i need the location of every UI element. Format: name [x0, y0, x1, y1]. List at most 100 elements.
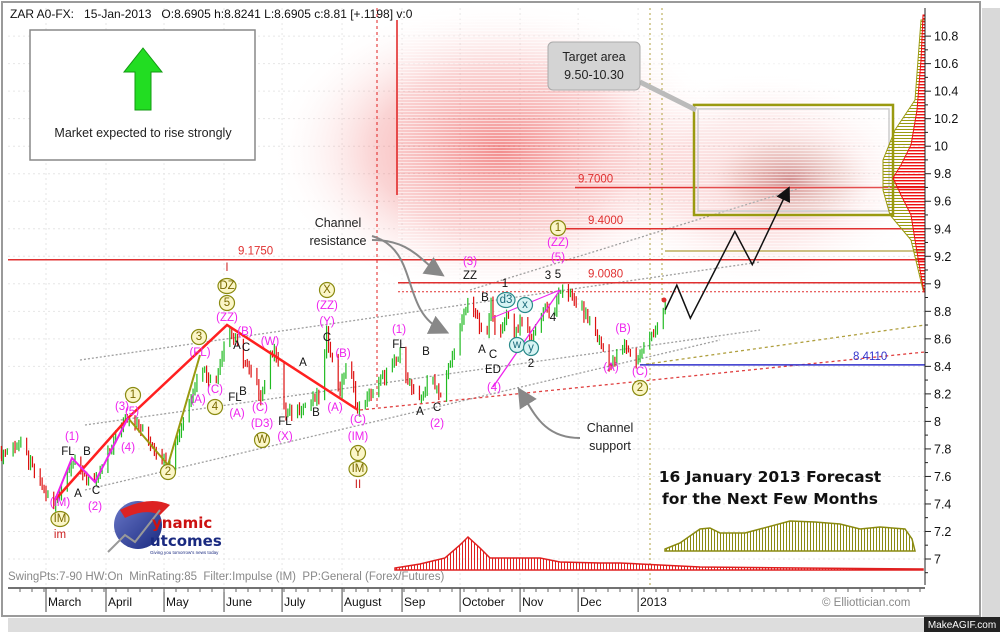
wave-label-circle	[253, 431, 271, 449]
watermark: MakeAGIF.com	[928, 620, 996, 631]
x-month-label: June	[226, 595, 252, 609]
wave-label: W	[257, 434, 268, 446]
wave-label: y	[528, 342, 534, 354]
wave-label: (ZZ)	[216, 312, 238, 324]
x-month-label: October	[462, 595, 505, 609]
level-label: 9.4000	[588, 215, 623, 227]
wave-label: w	[512, 339, 522, 351]
wave-label: (ZZ)	[547, 237, 569, 249]
y-tick-label: 8	[934, 415, 941, 429]
channel-line	[84, 339, 721, 491]
wave-label: II	[355, 479, 361, 491]
wave-label: I	[225, 262, 228, 274]
channel-line	[84, 329, 761, 426]
wave-label: (A)	[190, 394, 206, 406]
header-quote: ZAR A0-FX: 15-Jan-2013 O:8.6905 h:8.8241…	[10, 7, 413, 21]
wave-label: (2)	[88, 501, 102, 513]
axes: 7 7.2 7.4 7.6 7.8 8 8.2 8.4 8.6 8.8 9 9.2 9.4 9.6 9.8 1…	[8, 8, 958, 612]
y-tick-label: 10.2	[934, 112, 958, 126]
wave-label-circle	[549, 219, 567, 237]
wave-label: A	[233, 340, 241, 352]
y-tick-label: 7.6	[934, 470, 951, 484]
wave-label: (ZZ)	[316, 300, 338, 312]
wave-line-red	[54, 323, 359, 501]
wave-label: (X)	[277, 431, 293, 443]
level-label: 9.1750	[238, 246, 273, 258]
logo-text-bottom: utcomes	[150, 532, 222, 550]
y-tick-label: 9.6	[934, 195, 951, 209]
x-month-label: April	[108, 595, 132, 609]
wave-label-circle	[631, 379, 649, 397]
y-tick-label: 8.8	[934, 305, 951, 319]
wave-label-circle	[522, 339, 540, 357]
wave-label: (1)	[65, 431, 79, 443]
target-callout-connector	[638, 79, 698, 113]
wave-label: 1	[130, 389, 136, 401]
wave-label-circle	[217, 277, 237, 295]
volume-profile-olive	[664, 520, 916, 552]
x-month-label: August	[344, 595, 382, 609]
wave-label: FL	[61, 446, 75, 458]
target-callout: Target area 9.50-10.30	[547, 41, 698, 113]
wave-label: (D3)	[251, 418, 274, 430]
wave-label: (5)	[551, 252, 565, 264]
wave-label: 1	[502, 278, 508, 290]
forecast-title-line2: for the Next Few Months	[662, 490, 878, 508]
level-label: 8.4110	[853, 351, 887, 363]
wave-label: FL	[228, 392, 242, 404]
wave-label: 1	[555, 222, 561, 234]
wave-label: C	[489, 349, 497, 361]
x-month-label: Dec	[580, 595, 601, 609]
wave-label: (4)	[121, 442, 135, 454]
wave-labels: (1)FL BA C(2)(IM)IMim(3)(5)1(4)23(FL)(A)(C…	[50, 219, 649, 541]
y-tick-label: 8.4	[934, 360, 951, 374]
wave-label: (FL)	[189, 347, 210, 359]
wave-label: d3	[500, 294, 513, 306]
y-tick-label: 7	[934, 553, 941, 567]
cloud-stripes	[398, 15, 923, 295]
y-tick-label: 9.2	[934, 250, 951, 264]
frame-shadow-right	[982, 8, 1000, 632]
wave-label: (4)	[487, 382, 501, 394]
wave-label: A	[416, 406, 424, 418]
wave-label: Y	[354, 447, 362, 459]
wave-label: FL	[392, 339, 406, 351]
wave-label: (A)	[603, 362, 619, 374]
dynamic-outcomes-logo: ynamic utcomes Giving you tomorrow's new…	[107, 501, 222, 555]
wave-label: A	[74, 488, 82, 500]
y-tick-label: 7.8	[934, 442, 951, 456]
wave-label-circle	[349, 444, 367, 462]
wave-label: (B)	[335, 348, 351, 360]
wave-label-circle	[159, 463, 177, 481]
wave-label: (IM)	[50, 497, 71, 509]
x-month-label: July	[284, 595, 305, 609]
wave-label: IM	[54, 513, 67, 525]
wave-label: B	[239, 386, 247, 398]
overlay-lines: 9.1750 9.0080 9.4000 9.7000 8.4110	[8, 8, 926, 585]
channel-support-line1: Channel	[587, 421, 634, 435]
wave-label: FL	[278, 416, 292, 428]
watermark-bg	[924, 617, 1000, 632]
wave-label-circle	[206, 398, 224, 416]
swing-settings: SwingPts:7-90 HW:On MinRating:85 Filter:…	[8, 571, 444, 583]
wave-label: (3)	[115, 401, 129, 413]
x-month-label: Nov	[522, 595, 543, 609]
wave-label: (C)	[252, 402, 268, 414]
channel-support-line2: support	[589, 439, 631, 453]
wave-label: B	[481, 292, 489, 304]
wave-label: (C)	[350, 414, 366, 426]
support-arrow	[517, 387, 581, 439]
wave-label: C	[323, 332, 331, 344]
y-tick-label: 7.4	[934, 497, 951, 511]
wave-label: (C)	[207, 384, 223, 396]
wave-label: B	[312, 407, 320, 419]
wave-label: A	[299, 357, 307, 369]
frame-shadow-bottom	[8, 618, 1000, 632]
channel-resistance-callout: Channel resistance	[310, 216, 450, 334]
wave-label: im	[54, 529, 66, 541]
x-month-label: 2013	[640, 595, 667, 609]
channel-line	[79, 261, 761, 361]
level-label: 9.7000	[578, 173, 613, 185]
x-month-label: May	[166, 595, 189, 609]
